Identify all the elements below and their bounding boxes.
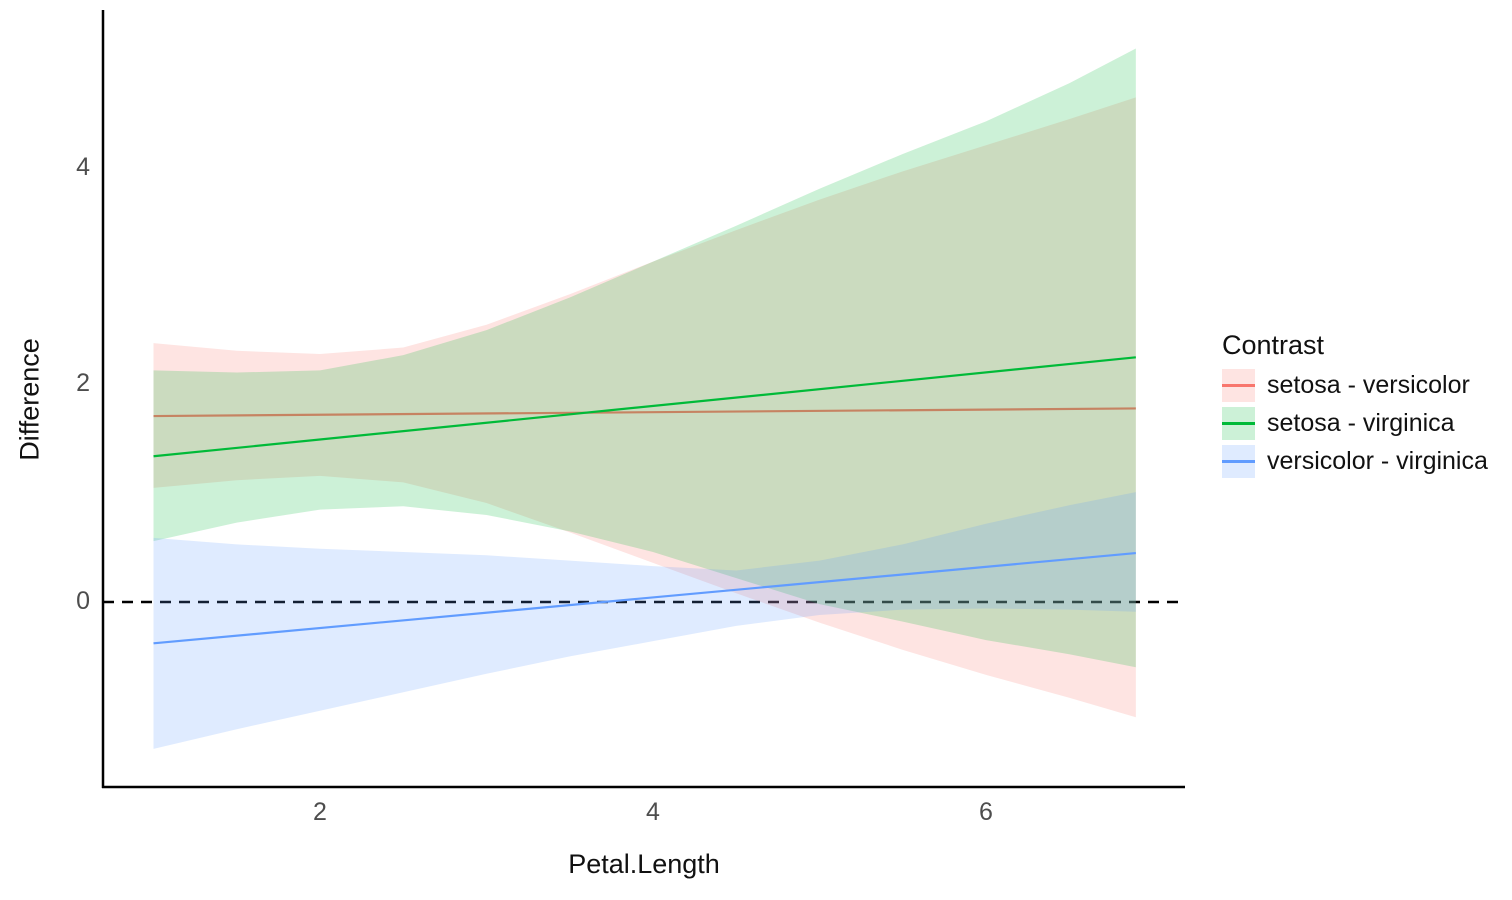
legend-key-setosa-virginica	[1222, 406, 1255, 440]
legend-item-setosa-versicolor: setosa - versicolor	[1222, 366, 1502, 404]
y-axis-title: Difference	[14, 338, 45, 461]
trend-line-setosa-versicolor	[153, 407, 1136, 418]
legend-label: setosa - virginica	[1267, 408, 1455, 437]
legend-key-line-icon	[1222, 421, 1255, 425]
legend-label: versicolor - virginica	[1267, 446, 1488, 475]
x-tick-label-4: 4	[646, 798, 660, 826]
x-tick-label-6: 6	[979, 798, 993, 826]
legend-item-versicolor-virginica: versicolor - virginica	[1222, 442, 1502, 480]
legend-key-line-icon	[1222, 459, 1255, 463]
trend-line-setosa-virginica	[153, 356, 1136, 458]
x-tick-label-2: 2	[313, 798, 327, 826]
legend-key-versicolor-virginica	[1222, 444, 1255, 478]
trend-line-versicolor-virginica	[153, 551, 1136, 645]
ribbon-versicolor-virginica	[153, 492, 1136, 749]
x-axis-title: Petal.Length	[568, 849, 720, 879]
y-tick-label-0: 0	[76, 587, 90, 615]
y-tick-label-2: 2	[76, 369, 90, 397]
legend: Contrast setosa - versicolor setosa - vi…	[1222, 330, 1502, 480]
legend-key-setosa-versicolor	[1222, 368, 1255, 402]
legend-title: Contrast	[1222, 330, 1325, 360]
legend-label: setosa - versicolor	[1267, 370, 1470, 399]
legend-item-setosa-virginica: setosa - virginica	[1222, 404, 1502, 442]
legend-key-line-icon	[1222, 383, 1255, 387]
y-tick-label-4: 4	[76, 153, 90, 181]
ribbon-setosa-virginica	[153, 48, 1136, 668]
